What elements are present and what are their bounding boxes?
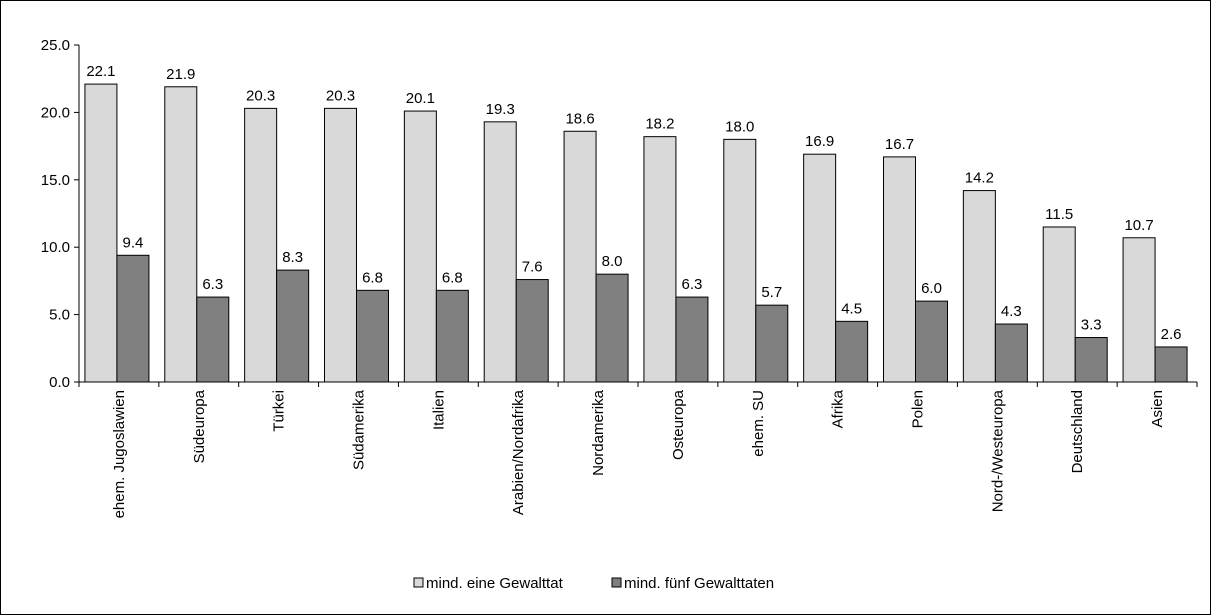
y-tick-label: 20.0 <box>41 104 70 121</box>
bar-fuenf-gewalttaten <box>675 296 709 383</box>
data-label-fuenf-gewalttaten: 4.5 <box>841 300 862 317</box>
bar-fuenf-gewalttaten <box>755 304 789 383</box>
category-label: Arabien/Nordafrika <box>510 389 527 515</box>
data-label-eine-gewalttat: 10.7 <box>1124 217 1153 234</box>
category-label: Nord-/Westeuropa <box>989 389 1006 512</box>
bar-eine-gewalttat <box>403 110 437 383</box>
data-label-eine-gewalttat: 14.2 <box>965 170 994 187</box>
y-tick-label: 25.0 <box>41 37 70 54</box>
data-label-eine-gewalttat: 18.0 <box>725 118 754 135</box>
bar-eine-gewalttat <box>324 107 357 383</box>
bar-eine-gewalttat <box>1122 237 1156 383</box>
data-label-eine-gewalttat: 16.9 <box>805 133 834 150</box>
category-label: Italien <box>430 390 447 430</box>
category-label: Nordamerika <box>590 389 607 476</box>
bar-eine-gewalttat <box>883 156 916 383</box>
data-label-fuenf-gewalttaten: 6.3 <box>202 276 223 293</box>
data-label-eine-gewalttat: 11.5 <box>1045 206 1073 223</box>
data-label-eine-gewalttat: 16.7 <box>885 136 914 153</box>
bar-fuenf-gewalttaten <box>435 289 469 383</box>
bar-eine-gewalttat <box>84 83 118 383</box>
bar-fuenf-gewalttaten <box>116 254 150 383</box>
category-label: Südeuropa <box>191 389 208 463</box>
category-label: Asien <box>1149 390 1166 428</box>
category-label: ehem. SU <box>750 390 767 457</box>
category-label: ehem. Jugoslawien <box>111 390 128 518</box>
legend-swatch-fuenf-gewalttaten <box>611 577 622 588</box>
data-label-eine-gewalttat: 20.1 <box>406 90 435 107</box>
bar-fuenf-gewalttaten <box>1074 337 1108 383</box>
y-tick-label: 0.0 <box>49 374 70 391</box>
data-label-eine-gewalttat: 18.6 <box>565 110 594 127</box>
bar-fuenf-gewalttaten <box>1154 346 1188 383</box>
data-label-fuenf-gewalttaten: 8.0 <box>602 253 623 270</box>
legend-label-eine-gewalttat: mind. eine Gewalttat <box>426 575 564 592</box>
bar-fuenf-gewalttaten <box>595 273 629 383</box>
bar-eine-gewalttat <box>244 107 278 383</box>
bar-fuenf-gewalttaten <box>835 320 869 383</box>
bar-fuenf-gewalttaten <box>515 279 549 383</box>
data-label-eine-gewalttat: 20.3 <box>326 87 355 104</box>
category-label: Osteuropa <box>670 389 687 460</box>
data-label-eine-gewalttat: 22.1 <box>86 63 115 80</box>
data-label-fuenf-gewalttaten: 8.3 <box>282 249 303 266</box>
data-label-fuenf-gewalttaten: 4.3 <box>1001 303 1022 320</box>
bar-fuenf-gewalttaten <box>196 296 230 383</box>
y-tick-label: 5.0 <box>49 307 70 324</box>
y-tick-label: 15.0 <box>41 172 70 189</box>
legend-label-fuenf-gewalttaten: mind. fünf Gewalttaten <box>624 575 774 592</box>
bar-eine-gewalttat <box>164 86 198 383</box>
bar-fuenf-gewalttaten <box>276 269 310 383</box>
bar-eine-gewalttat <box>1042 226 1076 383</box>
bar-fuenf-gewalttaten <box>994 323 1028 383</box>
data-label-fuenf-gewalttaten: 6.8 <box>442 269 463 286</box>
data-label-fuenf-gewalttaten: 5.7 <box>761 284 782 301</box>
bar-fuenf-gewalttaten <box>356 289 389 383</box>
bar-fuenf-gewalttaten <box>915 300 948 383</box>
category-label: Afrika <box>830 389 847 428</box>
bar-eine-gewalttat <box>483 121 517 383</box>
data-label-fuenf-gewalttaten: 6.8 <box>362 269 383 286</box>
data-label-fuenf-gewalttaten: 2.6 <box>1161 326 1182 343</box>
data-label-eine-gewalttat: 18.2 <box>645 116 674 133</box>
data-label-fuenf-gewalttaten: 6.0 <box>921 280 942 297</box>
bar-eine-gewalttat <box>723 138 757 383</box>
bar-eine-gewalttat <box>803 153 837 383</box>
category-label: Türkei <box>271 390 288 432</box>
category-label: Deutschland <box>1069 390 1086 473</box>
data-label-eine-gewalttat: 19.3 <box>486 101 515 118</box>
category-label: Südamerika <box>351 389 368 470</box>
data-label-fuenf-gewalttaten: 9.4 <box>122 234 143 251</box>
data-label-eine-gewalttat: 20.3 <box>246 87 275 104</box>
category-label: Polen <box>910 390 927 428</box>
data-label-fuenf-gewalttaten: 6.3 <box>681 276 702 293</box>
data-label-fuenf-gewalttaten: 7.6 <box>522 259 543 276</box>
data-label-fuenf-gewalttaten: 3.3 <box>1081 317 1102 334</box>
bar-eine-gewalttat <box>962 190 996 383</box>
bar-eine-gewalttat <box>563 130 597 383</box>
data-label-eine-gewalttat: 21.9 <box>166 66 195 83</box>
legend-swatch-eine-gewalttat <box>413 577 424 588</box>
y-tick-label: 10.0 <box>41 239 70 256</box>
bar-eine-gewalttat <box>643 136 677 383</box>
